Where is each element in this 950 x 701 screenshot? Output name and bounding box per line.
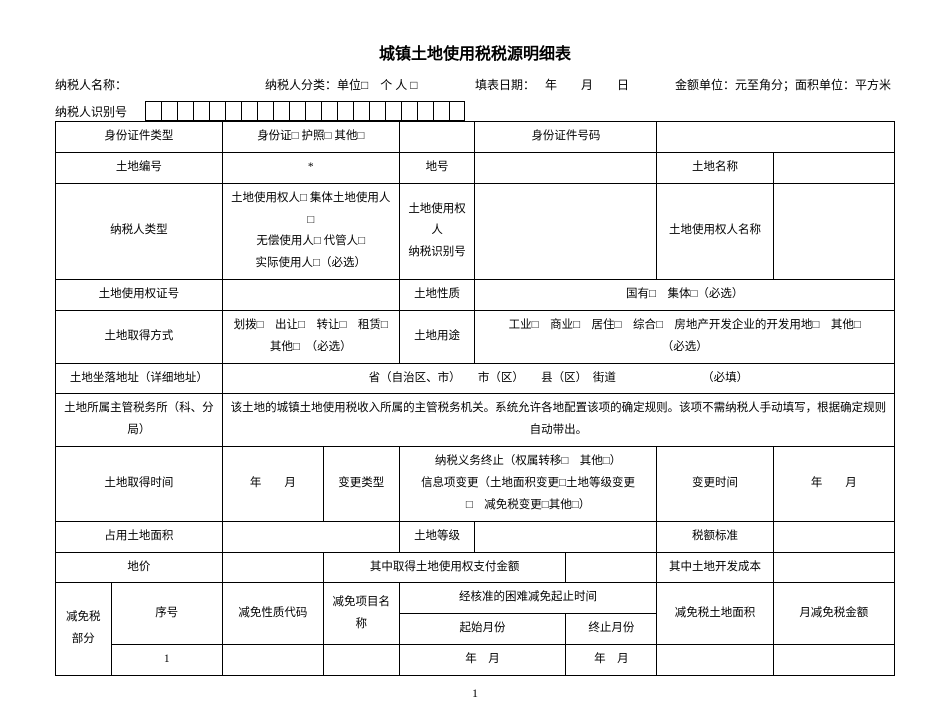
header-row: 纳税人名称： 纳税人分类：单位□ 个 人 □ 填表日期： 年 月 日 金额单位：…: [55, 76, 895, 93]
table-row: 土地编号 * 地号 土地名称: [56, 152, 895, 183]
table-row: 1 年 月 年 月: [56, 645, 895, 676]
table-row: 减免税 部分 序号 减免性质代码 减免项目名称 经核准的困难减免起止时间 减免税…: [56, 583, 895, 614]
table-row: 土地取得方式 划拨□ 出让□ 转让□ 租赁□ 其他□ （必选） 土地用途 工业□…: [56, 310, 895, 363]
taxpayer-id-boxes: [145, 101, 465, 121]
taxpayer-id-label: 纳税人识别号: [55, 103, 145, 120]
taxpayer-category: 纳税人分类：单位□ 个 人 □: [265, 76, 475, 93]
units-label: 金额单位：元至角分；面积单位：平方米: [675, 76, 891, 93]
main-table: 身份证件类型 身份证□ 护照□ 其他□ 身份证件号码 土地编号 * 地号 土地名…: [55, 121, 895, 676]
table-row: 土地所属主管税务所（科、分局） 该土地的城镇土地使用税收入所属的主管税务机关。系…: [56, 394, 895, 447]
table-row: 土地取得时间 年 月 变更类型 纳税义务终止（权属转移□ 其他□） 信息项变更（…: [56, 447, 895, 522]
table-row: 身份证件类型 身份证□ 护照□ 其他□ 身份证件号码: [56, 122, 895, 153]
fill-date-value: 年 月 日: [545, 76, 675, 93]
table-row: 地价 其中取得土地使用权支付金额 其中土地开发成本: [56, 552, 895, 583]
fill-date-label: 填表日期：: [475, 76, 545, 93]
table-row: 土地使用权证号 土地性质 国有□ 集体□（必选）: [56, 280, 895, 311]
table-row: 占用土地面积 土地等级 税额标准: [56, 521, 895, 552]
table-row: 纳税人类型 土地使用权人□ 集体土地使用人□ 无偿使用人□ 代管人□ 实际使用人…: [56, 183, 895, 279]
table-row: 土地坐落地址（详细地址） 省（自治区、市） 市（区） 县（区） 街道 （必填）: [56, 363, 895, 394]
taxpayer-name-label: 纳税人名称：: [55, 76, 265, 93]
taxpayer-id-row: 纳税人识别号: [55, 101, 895, 121]
page-title: 城镇土地使用税税源明细表: [55, 40, 895, 64]
page-number: 1: [55, 686, 895, 701]
